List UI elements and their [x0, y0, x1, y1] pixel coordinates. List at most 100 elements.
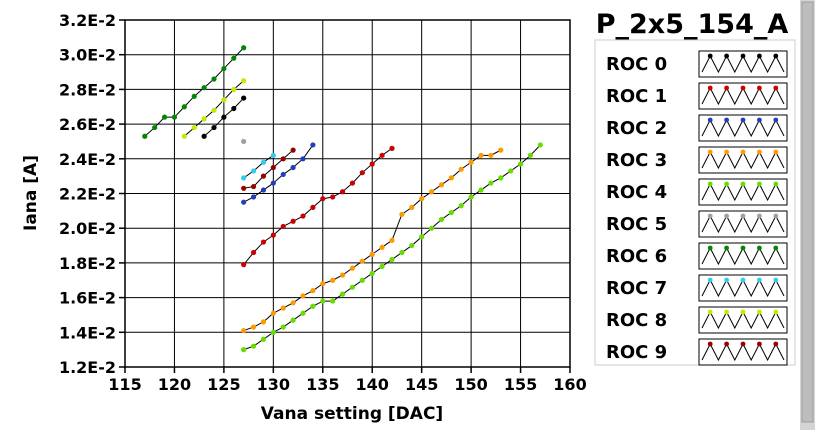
- data-point-roc-1: [330, 194, 336, 200]
- legend-swatch-marker: [757, 149, 762, 155]
- x-tick-label: 160: [553, 375, 586, 394]
- legend-item-roc-9: ROC 9: [606, 338, 788, 366]
- y-tick-label: 2.8E-2: [59, 80, 116, 99]
- data-point-roc-3: [310, 288, 316, 294]
- legend-swatch-marker: [724, 181, 729, 187]
- data-point-roc-3: [438, 182, 445, 188]
- data-point-roc-7: [241, 175, 247, 181]
- series-roc-2: [241, 142, 316, 205]
- x-tick-label: 135: [306, 375, 339, 394]
- data-point-roc-8: [221, 97, 227, 103]
- legend-swatch-marker: [757, 309, 762, 315]
- legend-swatch-marker: [707, 149, 713, 155]
- data-point-roc-6: [241, 45, 247, 51]
- data-point-roc-4: [478, 187, 484, 193]
- legend-item-roc-7: ROC 7: [606, 274, 788, 302]
- data-point-roc-2: [250, 194, 257, 200]
- data-point-roc-8: [201, 116, 207, 122]
- data-point-roc-8: [211, 107, 217, 113]
- data-point-roc-4: [290, 317, 296, 323]
- data-point-roc-6: [201, 85, 207, 91]
- series-line-roc-1: [243, 147, 393, 265]
- legend-swatch-marker: [724, 213, 729, 219]
- legend-swatch-marker: [724, 309, 729, 315]
- legend-swatch-marker: [773, 245, 779, 251]
- legend-swatch-marker: [740, 117, 746, 123]
- x-tick-label: 145: [405, 375, 438, 394]
- data-point-roc-4: [339, 291, 346, 297]
- legend-item-roc-5: ROC 5: [606, 210, 788, 238]
- y-tick-label: 1.8E-2: [59, 254, 116, 273]
- legend-swatch-marker: [773, 181, 779, 187]
- data-point-roc-7: [250, 168, 257, 174]
- series-roc-4: [241, 142, 543, 353]
- legend-swatch-marker: [757, 181, 762, 187]
- data-point-roc-3: [389, 237, 395, 243]
- legend-label: ROC 1: [606, 86, 667, 107]
- y-axis-label: Iana [A]: [21, 155, 41, 231]
- data-point-roc-4: [349, 284, 356, 290]
- data-point-roc-9: [280, 156, 286, 162]
- data-point-roc-6: [181, 104, 187, 110]
- data-point-roc-4: [359, 277, 365, 283]
- legend-swatch-marker: [724, 149, 729, 155]
- data-point-roc-3: [379, 244, 385, 250]
- scrollbar-thumb[interactable]: [801, 1, 814, 423]
- data-point-roc-1: [339, 189, 346, 195]
- legend-label: ROC 8: [606, 310, 667, 331]
- series-roc-7: [241, 152, 276, 181]
- legend-swatch-marker: [707, 53, 713, 59]
- legend-item-roc-2: ROC 2: [606, 114, 788, 142]
- data-point-roc-0: [211, 124, 217, 131]
- legend-swatch-marker: [757, 53, 762, 59]
- data-point-roc-8: [181, 133, 187, 139]
- data-point-roc-4: [300, 310, 306, 316]
- data-point-roc-4: [428, 225, 435, 231]
- y-tick-label: 1.2E-2: [59, 358, 116, 377]
- data-point-roc-2: [270, 180, 276, 186]
- data-point-roc-2: [290, 164, 296, 171]
- data-point-roc-3: [409, 204, 415, 210]
- legend-item-roc-3: ROC 3: [606, 146, 788, 174]
- legend-swatch-marker: [773, 53, 779, 59]
- legend-swatch-marker: [724, 341, 729, 347]
- data-point-roc-4: [399, 249, 405, 256]
- legend-label: ROC 9: [606, 342, 667, 363]
- data-point-roc-4: [320, 298, 326, 304]
- data-point-roc-4: [270, 329, 276, 335]
- data-point-roc-0: [201, 133, 207, 139]
- data-point-roc-2: [300, 156, 306, 162]
- legend-swatch-marker: [740, 85, 746, 91]
- legend-swatch-marker: [773, 213, 779, 219]
- legend-swatch-marker: [757, 85, 762, 91]
- data-point-roc-3: [280, 305, 286, 311]
- data-point-roc-3: [250, 324, 257, 330]
- data-point-roc-6: [211, 76, 217, 82]
- data-point-roc-8: [241, 78, 247, 84]
- x-tick-label: 140: [356, 375, 389, 394]
- legend-swatch-marker: [724, 53, 729, 59]
- y-tick-label: 2.2E-2: [59, 185, 116, 204]
- data-point-roc-1: [389, 145, 395, 151]
- series-roc-9: [241, 147, 296, 191]
- legend-swatch-marker: [740, 149, 746, 155]
- data-point-roc-1: [241, 262, 247, 268]
- series-roc-3: [241, 147, 504, 334]
- data-point-roc-9: [250, 183, 257, 190]
- y-tick-label: 2.6E-2: [59, 115, 116, 134]
- data-point-roc-7: [260, 159, 267, 165]
- x-tick-label: 155: [504, 375, 537, 394]
- data-point-roc-2: [241, 199, 247, 205]
- data-point-roc-3: [458, 166, 464, 172]
- data-point-roc-4: [409, 242, 415, 249]
- data-point-roc-1: [320, 196, 326, 202]
- legend-swatch-marker: [707, 85, 713, 91]
- legend-swatch-marker: [707, 245, 713, 251]
- legend-label: ROC 2: [606, 118, 667, 139]
- legend-item-roc-4: ROC 4: [606, 178, 788, 206]
- data-point-roc-9: [241, 185, 247, 191]
- data-point-roc-1: [359, 170, 365, 176]
- legend-swatch-marker: [757, 277, 762, 283]
- data-point-roc-3: [359, 258, 365, 264]
- data-point-roc-3: [478, 152, 484, 158]
